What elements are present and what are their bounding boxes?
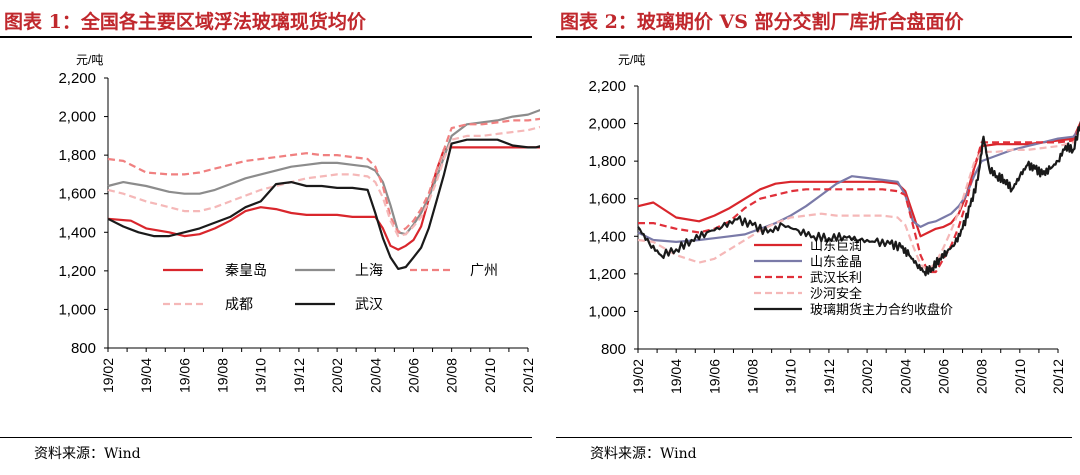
y-tick-label: 2,200 [58,70,96,87]
x-tick-label: 19/12 [821,359,837,394]
x-tick-label: 20/10 [1012,359,1028,394]
legend-label: 上海 [355,262,383,278]
x-tick-label: 20/06 [935,359,951,394]
footer-rule [556,437,1072,438]
series-line [107,138,540,270]
x-tick-label: 20/12 [520,358,536,393]
y-unit-label: 元/吨 [76,53,103,67]
series-line [637,134,1080,272]
legend-label: 武汉长利 [810,270,862,285]
x-tick-label: 19/08 [215,358,231,393]
y-tick-label: 1,800 [588,153,626,170]
y-tick-label: 2,200 [588,78,626,95]
source-note: 资料来源：Wind [590,446,697,462]
x-tick-label: 19/10 [783,359,799,394]
y-tick-label: 1,800 [58,147,96,164]
x-tick-label: 19/10 [253,358,269,393]
y-tick-label: 1,600 [58,186,96,203]
y-unit-label: 元/吨 [618,53,645,67]
left-panel: 图表 1：全国各主要区域浮法玻璃现货均价 元/吨 800 1,000 1,200 1,4… [0,11,540,462]
y-tick-label: 1,000 [588,303,626,320]
y-tick-label: 1,200 [58,263,96,280]
x-tick-label: 19/02 [100,358,116,393]
x-tick-label: 19/04 [668,359,684,394]
x-tick-label: 20/12 [1050,359,1066,394]
title-rule [0,36,532,38]
x-tick-label: 20/06 [405,358,421,393]
x-tick-label: 20/08 [444,358,460,393]
y-tick-label: 1,600 [588,191,626,208]
series-line [637,121,1080,238]
x-tick-label: 20/04 [897,359,913,394]
legend-label: 沙河安全 [810,286,862,301]
legend-label: 武汉 [355,296,383,312]
legend-label: 广州 [470,262,498,278]
x-tick-label: 20/02 [329,358,345,393]
y-tick-label: 2,000 [588,116,626,133]
x-tick-label: 19/04 [138,358,154,393]
panel-title: 图表 2：玻璃期价 VS 部分交割厂库折合盘面价 [560,11,964,33]
panel-title: 图表 1：全国各主要区域浮法玻璃现货均价 [4,11,366,33]
y-tick-label: 1,400 [588,228,626,245]
series-line [107,117,540,234]
legend-label: 秦皇岛 [225,262,267,278]
y-tick-label: 2,000 [58,109,96,126]
x-tick-label: 19/02 [630,359,646,394]
x-tick-label: 19/06 [706,359,722,394]
footer-rule [0,437,532,438]
series-line [637,121,1080,277]
y-tick-label: 1,400 [58,224,96,241]
legend-label: 山东金晶 [810,254,862,269]
legend-label: 山东巨润 [810,238,862,253]
series-line [638,124,1080,274]
x-tick-label: 20/10 [482,358,498,393]
x-tick-label: 19/12 [291,358,307,393]
chart-futures-vs-delivery: 元/吨 800 1,000 1,200 1,400 1,600 1,800 2,000 2,20… [588,53,1080,394]
x-tick-label: 20/02 [859,359,875,394]
x-tick-label: 19/08 [745,359,761,394]
x-tick-label: 19/06 [176,358,192,393]
y-tick-label: 800 [71,340,96,357]
series-line [107,125,540,238]
y-tick-label: 1,200 [588,266,626,283]
x-tick-label: 20/08 [974,359,990,394]
source-note: 资料来源：Wind [34,446,141,462]
legend-label: 成都 [225,296,253,312]
series-line [107,108,540,236]
legend-label: 玻璃期货主力合约收盘价 [810,302,953,317]
title-rule [556,36,1072,38]
y-tick-label: 800 [601,341,626,358]
chart-spot-price: 元/吨 800 1,000 1,200 1,400 1,600 1,800 2,000 2,20… [58,53,540,393]
series-line [637,126,1080,243]
y-tick-label: 1,000 [58,301,96,318]
right-panel: 图表 2：玻璃期价 VS 部分交割厂库折合盘面价 元/吨 800 1,000 1,20… [556,0,1080,475]
x-tick-label: 20/04 [367,358,383,393]
